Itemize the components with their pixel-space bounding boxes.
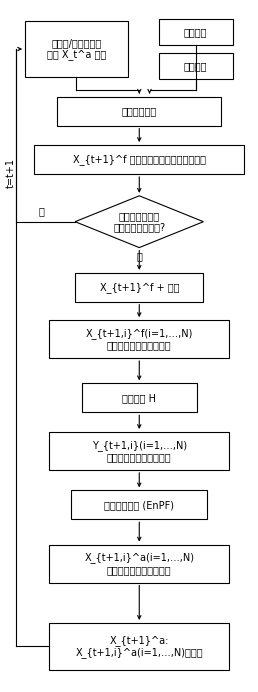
Text: t=t+1: t=t+1 — [5, 158, 15, 188]
Text: X_{t+1}^f + 扰动: X_{t+1}^f + 扰动 — [100, 282, 179, 293]
Text: 参数数据: 参数数据 — [184, 62, 207, 71]
Bar — [50, 623, 229, 670]
Bar — [50, 545, 229, 583]
Text: Y_{t+1,i}(i=1,…,N)
模拟的土壤温湿度的集合: Y_{t+1,i}(i=1,…,N) 模拟的土壤温湿度的集合 — [92, 439, 187, 462]
Bar — [50, 320, 229, 358]
Bar — [34, 145, 245, 174]
Text: 遥感数据或站点
观测数据是否存在?: 遥感数据或站点 观测数据是否存在? — [113, 211, 165, 233]
Text: X_{t+1}^f 预测的土壤温湿度集合与均值: X_{t+1}^f 预测的土壤温湿度集合与均值 — [73, 154, 206, 165]
Bar — [50, 432, 229, 470]
Text: 观测算子 H: 观测算子 H — [122, 393, 156, 403]
Bar — [25, 21, 128, 77]
Polygon shape — [75, 196, 203, 248]
Text: 数据同化方法 (EnPF): 数据同化方法 (EnPF) — [104, 500, 174, 510]
Text: 否: 否 — [39, 206, 45, 217]
Bar — [158, 19, 233, 45]
Text: X_{t+1,i}^f(i=1,…,N)
预测的土壤温湿度的集合: X_{t+1,i}^f(i=1,…,N) 预测的土壤温湿度的集合 — [86, 328, 193, 350]
Bar — [158, 53, 233, 80]
Text: 陆面水文模型: 陆面水文模型 — [122, 106, 157, 116]
Text: 驱动数据: 驱动数据 — [184, 27, 207, 37]
Bar — [75, 273, 203, 302]
Text: 初始化/更新土壤温
湿度 X_t^a 集合: 初始化/更新土壤温 湿度 X_t^a 集合 — [47, 38, 106, 60]
Bar — [57, 97, 221, 126]
Text: X_{t+1,i}^a(i=1,…,N)
更新的土壤温湿度的集合: X_{t+1,i}^a(i=1,…,N) 更新的土壤温湿度的集合 — [84, 552, 194, 575]
Bar — [82, 383, 197, 412]
Bar — [71, 491, 207, 519]
Text: X_{t+1}^a:
X_{t+1,i}^a(i=1,…,N)的均值: X_{t+1}^a: X_{t+1,i}^a(i=1,…,N)的均值 — [75, 635, 203, 658]
Text: 是: 是 — [136, 251, 142, 261]
